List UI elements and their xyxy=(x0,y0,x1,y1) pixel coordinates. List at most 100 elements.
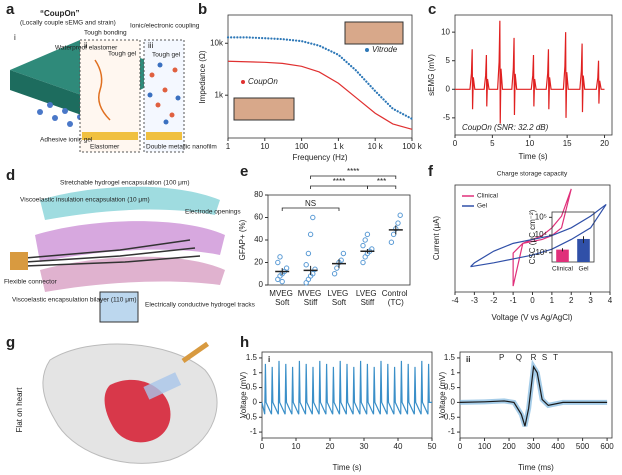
connector xyxy=(181,341,210,364)
label: “CoupOn” xyxy=(40,9,80,18)
label: Electrode openings xyxy=(185,209,241,216)
label: Flexible connector xyxy=(4,279,58,286)
significance-label: *** xyxy=(377,177,386,186)
panel-letter: c xyxy=(428,1,436,18)
ions xyxy=(147,62,181,125)
label: Electrically conductive hydrogel tracks xyxy=(145,302,256,309)
x-tick-label: 50 xyxy=(428,442,437,451)
caption: Flat on heart xyxy=(15,387,24,433)
panel-letter: f xyxy=(428,163,434,180)
x-tick-label: LVEG Soft xyxy=(328,289,351,307)
series-line xyxy=(459,365,608,427)
y-tick-label: 0 xyxy=(259,280,264,289)
label: Viscoelastic insulation encapsulation (1… xyxy=(20,197,150,204)
significance-label: NS xyxy=(305,199,316,208)
data-point xyxy=(277,254,283,260)
label: Stretchable hydrogel encapsulation (100 … xyxy=(60,180,190,187)
y-tick-label: 10⁴ xyxy=(535,230,548,239)
significance-bracket xyxy=(281,207,340,211)
series-marker xyxy=(365,48,369,52)
y-axis-label: Voltage (mV) xyxy=(239,372,248,419)
plot-frame xyxy=(459,351,613,439)
photo-inset xyxy=(233,97,295,121)
y-tick-label: 10³ xyxy=(535,248,547,257)
y-tick-label: 60 xyxy=(254,213,263,222)
data-point xyxy=(360,242,366,249)
panel-letter: d xyxy=(6,167,15,184)
x-tick-label: 2 xyxy=(569,296,574,305)
panel-a: a “CoupOn” (Locally couple sEMG and stra… xyxy=(6,1,217,153)
x-tick-label: MVEG Soft xyxy=(269,289,295,307)
y-tick-label: 0 xyxy=(253,398,258,407)
y-tick-label: 80 xyxy=(254,190,263,199)
label: Tough gel xyxy=(152,52,181,59)
x-tick-label: 1 xyxy=(226,142,231,151)
data-point xyxy=(279,278,285,285)
y-tick-label: 0.5 xyxy=(246,383,258,392)
x-axis-label: Frequency (Hz) xyxy=(292,153,347,162)
x-tick-label: 1 k xyxy=(333,142,345,151)
peak-label: R xyxy=(531,353,537,362)
data-point xyxy=(390,231,397,238)
x-axis-label: Time (ms) xyxy=(518,463,554,472)
label: Elastomer xyxy=(90,144,120,151)
y-tick-label: 10⁵ xyxy=(535,212,547,221)
legend-label: Clinical xyxy=(477,193,499,200)
plot-frame xyxy=(454,14,613,136)
panel-letter: a xyxy=(6,1,15,18)
panel-letter: g xyxy=(6,334,15,351)
plot-frame xyxy=(551,211,595,263)
label: Ionic/electronic coupling xyxy=(130,23,200,30)
x-axis-label: Time (s) xyxy=(518,152,547,161)
peak-label: Q xyxy=(516,353,522,362)
label: Tough bonding xyxy=(84,30,127,37)
x-tick-label: 10 xyxy=(292,442,301,451)
y-tick-label: -0.5 xyxy=(441,412,455,421)
series-line xyxy=(226,36,414,120)
x-tick-label: 15 xyxy=(563,139,572,148)
x-tick-label: 10 xyxy=(260,142,269,151)
x-tick-label: 4 xyxy=(608,296,613,305)
chart-title: Charge storage capacity xyxy=(497,171,568,178)
x-tick-label: 3 xyxy=(588,296,593,305)
x-tick-label: 10 xyxy=(525,139,534,148)
y-axis-label: Impedance (Ω) xyxy=(198,50,207,103)
device xyxy=(143,372,182,400)
panel-letter: h xyxy=(240,334,249,351)
panel-g: g Flat on heart xyxy=(6,334,218,464)
layer-insulation xyxy=(35,221,225,262)
elastomer-layer xyxy=(82,132,138,140)
x-tick-label: 0 xyxy=(260,442,265,451)
series-line xyxy=(261,360,432,415)
micrograph xyxy=(99,291,139,323)
x-tick-label: 1 xyxy=(550,296,555,305)
series-label: Vitrode xyxy=(372,45,398,54)
connector xyxy=(10,252,28,270)
panel-sublabel: i xyxy=(268,355,270,364)
label: (Locally couple sEMG and strain) xyxy=(20,20,116,27)
x-tick-label: 300 xyxy=(527,442,541,451)
x-tick-label: -2 xyxy=(490,296,498,305)
significance-label: **** xyxy=(333,177,345,186)
x-axis-label: Voltage (V vs Ag/AgCl) xyxy=(492,313,573,322)
significance-bracket xyxy=(310,185,368,189)
x-tick-label: 600 xyxy=(600,442,614,451)
y-tick-label: 0 xyxy=(446,84,451,93)
peak-label: P xyxy=(499,353,504,362)
data-point xyxy=(305,250,312,257)
x-tick-label: 10 k xyxy=(368,142,384,151)
y-tick-label: 40 xyxy=(254,235,263,244)
data-point xyxy=(340,250,347,257)
significance-bracket xyxy=(367,185,397,189)
metal-layer xyxy=(146,132,182,140)
y-tick-label: 20 xyxy=(254,258,263,267)
label: i xyxy=(14,33,16,42)
x-tick-label: 0 xyxy=(530,296,535,305)
tracks xyxy=(24,239,201,267)
x-tick-label: LVEG Stiff xyxy=(356,289,379,307)
y-tick-label: 1.5 xyxy=(444,353,456,362)
data-point xyxy=(303,262,309,268)
y-tick-label: 10k xyxy=(210,38,224,47)
label: Double metallic nanofilm xyxy=(146,144,217,151)
